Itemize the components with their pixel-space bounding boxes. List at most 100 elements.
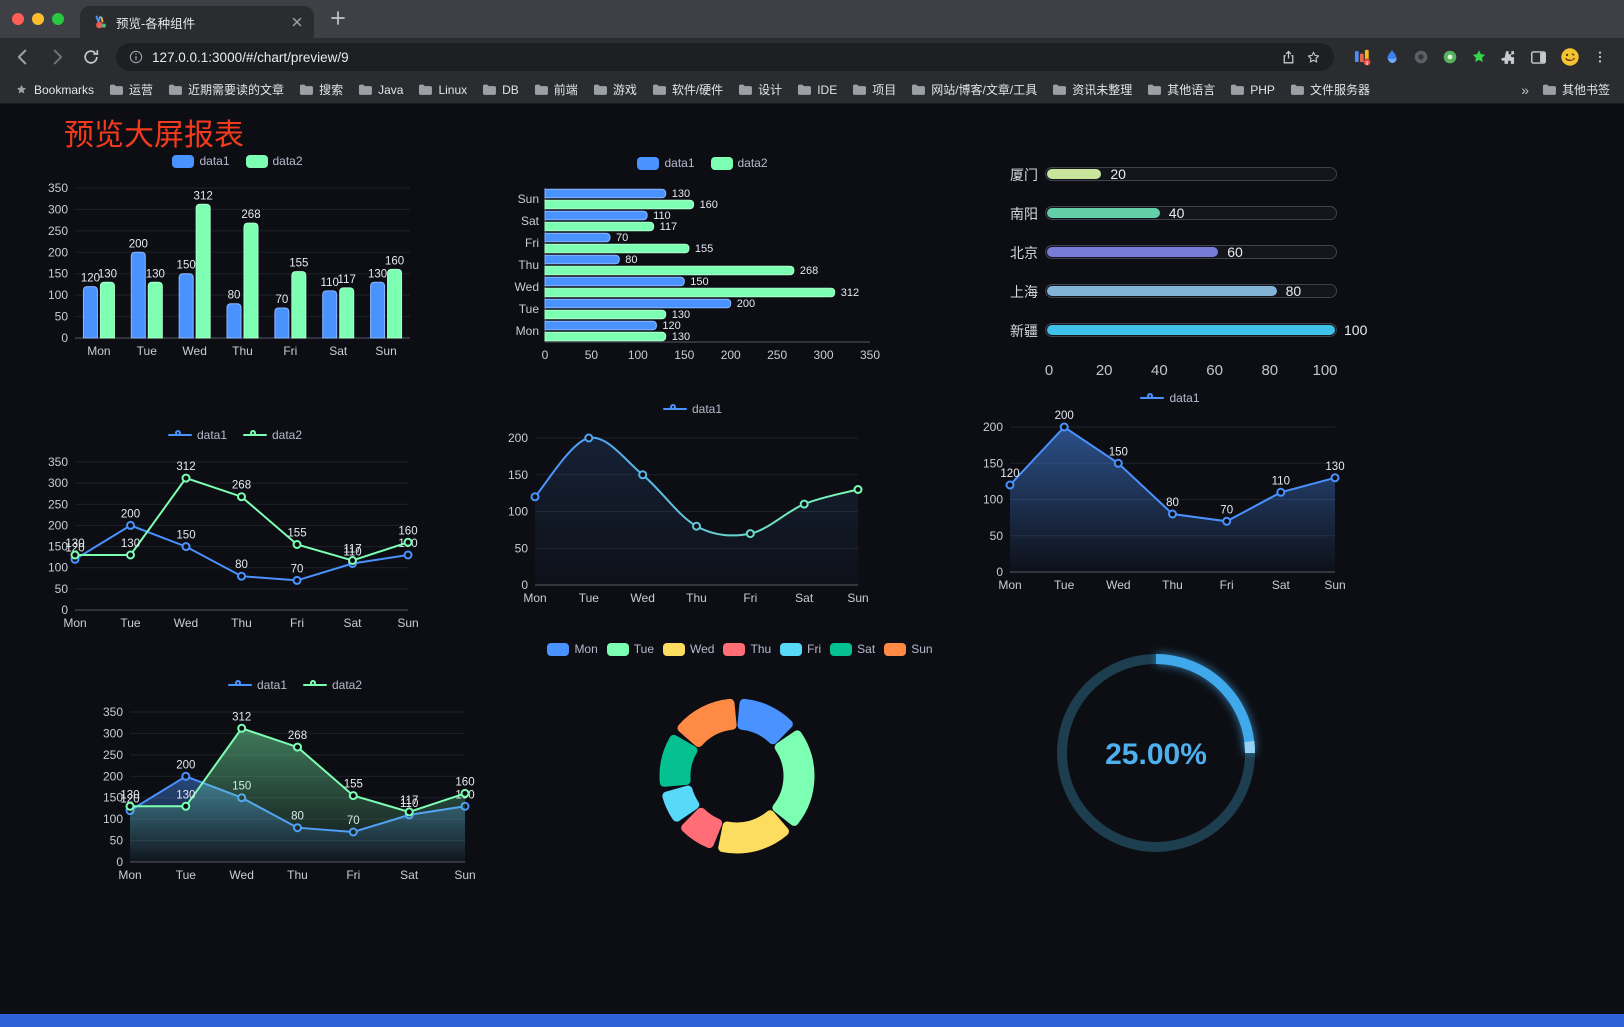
svg-text:250: 250 [48,224,68,238]
minimize-window-button[interactable] [32,13,44,25]
bookmark-folder[interactable]: 近期需要读的文章 [167,81,284,98]
sidebar-toggle-icon[interactable] [1529,48,1548,67]
legend-item[interactable]: data1 [172,154,230,168]
bookmark-folder[interactable]: Linux [417,81,467,98]
legend-marker [227,679,252,691]
blue-drop-extension-icon[interactable] [1383,48,1401,66]
bookmark-folder[interactable]: 软件/硬件 [651,81,723,98]
forward-button[interactable] [42,42,72,72]
bookmarks-overflow-chevron[interactable]: » [1521,81,1529,98]
tab-favicon-icon [92,14,108,30]
menu-kebab-icon[interactable] [1592,48,1608,66]
address-bar[interactable]: 127.0.0.1:3000/#/chart/preview/9 [116,43,1334,71]
chart-legend: data1 data2 [40,154,435,168]
other-bookmarks-folder[interactable]: 其他书签 [1541,81,1610,98]
tab-close-icon[interactable] [290,15,304,29]
browser-titlebar: 预览-各种组件 [0,0,1624,38]
fullscreen-window-button[interactable] [52,13,64,25]
progress-fill [1047,169,1102,179]
legend-item[interactable]: Sun [884,642,933,656]
axis-tick-label: 20 [1095,362,1113,379]
bookmark-folder[interactable]: Java [357,81,403,98]
svg-text:50: 50 [110,834,124,848]
green-star-extension-icon[interactable] [1470,48,1488,66]
close-window-button[interactable] [12,13,24,25]
legend-item[interactable]: Sat [830,642,875,656]
legend-item[interactable]: data1 [167,428,227,442]
chart-canvas[interactable]: 0 50 100 150 200 250 300 350 Mon Tue Wed Thu Fri Sat S… [95,672,495,892]
url-text[interactable]: 127.0.0.1:3000/#/chart/preview/9 [152,49,349,65]
legend-item[interactable]: data1 [637,156,695,170]
bookmark-folder[interactable]: 游戏 [592,81,637,98]
bookmarks-root-label: Bookmarks [34,82,95,97]
progress-track [1045,167,1337,181]
chart-canvas[interactable] [540,636,940,881]
bookmark-folder[interactable]: DB [481,81,519,98]
svg-text:200: 200 [176,759,195,771]
legend-item[interactable]: data1 [227,678,287,692]
chart-canvas[interactable]: 0 50 100 150 200 250 300 350 Mon Tue Wed Thu Fri Sat S… [40,148,435,364]
multi-area-chart: data1 data2 0 50 100 150 200 250 300 350 Mon Tue We… [95,672,495,892]
folder-icon [853,84,867,95]
bookmark-folder[interactable]: 搜索 [298,81,343,98]
legend-item[interactable]: Thu [723,642,771,656]
svg-text:Thu: Thu [231,616,252,630]
new-tab-button[interactable] [324,4,352,32]
svg-text:250: 250 [767,348,787,362]
progress-value: 20 [1110,166,1126,182]
bookmarks-list: 运营 近期需要读的文章 搜索 Java Linux DB 前端 游戏 软件/硬件 设计 IDE 项目 网… [108,81,1507,98]
reload-button[interactable] [76,42,106,72]
folder-icon [739,84,753,95]
gradient-line-chart: data1 0 50 100 150 200 Mon Tue Wed Thu Fri Sat Sun [495,396,890,614]
bookmark-folder-label: Java [378,82,404,97]
svg-text:350: 350 [48,181,68,195]
bookmarks-root-item[interactable]: Bookmarks [14,82,94,97]
site-info-icon[interactable] [128,49,144,65]
bookmark-folder[interactable]: PHP [1229,81,1275,98]
legend-item[interactable]: Mon [547,642,598,656]
gray-circle-extension-icon[interactable] [1412,48,1430,66]
bookmark-folder-label: 资讯未整理 [1072,83,1133,97]
svg-text:Fri: Fri [290,616,304,630]
back-button[interactable] [8,42,38,72]
other-bookmarks-label: 其他书签 [1561,83,1610,97]
legend-item[interactable]: data2 [245,154,303,168]
legend-item[interactable]: data2 [710,156,768,170]
bookmark-folder[interactable]: 文件服务器 [1289,81,1370,98]
chart-canvas[interactable]: 0 50 100 150 200 Mon Tue Wed Thu Fri Sat Sun [495,396,890,614]
bookmark-folder[interactable]: 资讯未整理 [1051,81,1132,98]
bookmark-folder[interactable]: 项目 [851,81,896,98]
svg-text:Mon: Mon [87,344,110,358]
colorful-bars-extension-icon[interactable]: g [1352,47,1372,67]
bookmark-folder[interactable]: 运营 [108,81,153,98]
chart-canvas[interactable]: 0 50 100 150 200 250 300 350 Mon Tue Wed Thu Fri Sat S… [40,422,430,638]
folder-icon [300,84,314,95]
chart-canvas[interactable]: 0 50 100 150 200 Mon Tue Wed Thu Fri Sat Sun 120 200 1… [975,385,1365,600]
bookmark-folder[interactable]: 设计 [737,81,782,98]
svg-text:0: 0 [116,855,123,869]
green-circle-extension-icon[interactable] [1441,48,1459,66]
bookmark-folder[interactable]: 网站/博客/文章/工具 [910,81,1037,98]
legend-item[interactable]: Wed [663,642,714,656]
legend-swatch [723,642,746,656]
chart-canvas[interactable]: 25.00% [1005,642,1315,872]
svg-text:120: 120 [662,320,680,332]
legend-item[interactable]: Fri [780,642,821,656]
legend-item[interactable]: data1 [662,402,722,416]
bookmark-folder[interactable]: 其他语言 [1146,81,1215,98]
folder-icon [652,84,666,95]
share-icon[interactable] [1280,49,1297,66]
bookmark-folder[interactable]: IDE [796,81,837,98]
progress-value: 100 [1344,322,1368,338]
bookmark-star-icon[interactable] [1305,49,1322,66]
legend-item[interactable]: data2 [303,678,362,692]
legend-item[interactable]: data2 [243,428,302,442]
bookmark-folder[interactable]: 前端 [533,81,578,98]
extensions-puzzle-icon[interactable] [1499,48,1518,67]
profile-avatar[interactable] [1559,46,1581,68]
chart-canvas[interactable]: 0 50 100 150 200 250 300 350 Mon Tue Wed Thu Fri Sat S… [505,150,900,370]
axis-tick-label: 80 [1261,362,1279,379]
legend-item[interactable]: data1 [1140,391,1200,405]
legend-item[interactable]: Tue [606,642,654,656]
browser-tab[interactable]: 预览-各种组件 [80,6,314,38]
